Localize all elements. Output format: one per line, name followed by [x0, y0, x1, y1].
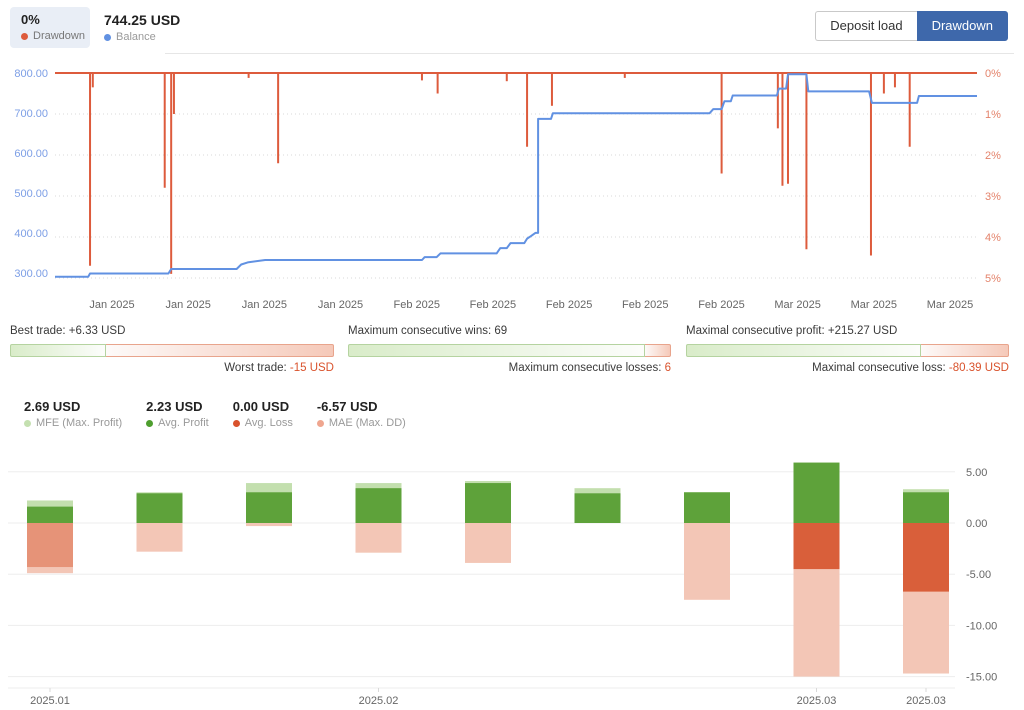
balance-legend[interactable]: 744.25 USD Balance: [104, 13, 180, 43]
right-axis-label: 5%: [985, 273, 1001, 285]
bar-avg-profit: [793, 462, 840, 523]
drawdown-dot-icon: [21, 32, 28, 40]
stat-bottom-value: 6: [664, 362, 671, 374]
bar-avg-profit: [246, 492, 292, 523]
stat-progress-bar: [686, 344, 1009, 357]
right-axis-label: 4%: [985, 232, 1001, 244]
stat-top-label: Maximal consecutive profit: +215.27 USD: [686, 325, 898, 337]
stat-consecutive-profit-loss: Maximal consecutive profit: +215.27 USD …: [686, 325, 1009, 374]
x-axis-label: Mar 2025: [774, 299, 820, 311]
bar-avg-loss: [793, 523, 840, 570]
mfe-mae-bar-chart[interactable]: 5.00 0.00 -5.00 -10.00 -15.00 2025.01 2025.02 2…: [0, 438, 1024, 710]
x-axis-label: Feb 2025: [546, 299, 592, 311]
bar-mae: [246, 523, 292, 527]
right-axis-label: -5.00: [966, 569, 991, 581]
bar-avg-profit: [27, 506, 73, 523]
legend-item-avg-profit[interactable]: 2.23 USD Avg. Profit: [146, 399, 209, 429]
left-axis-label: 500.00: [14, 188, 48, 200]
stat-progress-bar: [10, 344, 334, 357]
bar-avg-profit: [465, 483, 511, 523]
header-divider: [165, 53, 1014, 54]
right-axis-label: -15.00: [966, 672, 997, 684]
x-axis-label: Jan 2025: [89, 299, 134, 311]
stat-bottom-value: -15 USD: [289, 362, 334, 374]
drawdown-button[interactable]: Drawdown: [916, 11, 1008, 41]
legend-item-avg-loss[interactable]: 0.00 USD Avg. Loss: [232, 399, 293, 429]
bar-mae: [136, 523, 183, 552]
stat-consecutive-wins-losses: Maximum consecutive wins: 69 Maximum con…: [348, 325, 671, 374]
stat-bottom-label: Maximum consecutive losses: 6: [508, 362, 671, 374]
x-axis-label: 2025.03: [797, 695, 837, 707]
bar-avg-profit: [684, 492, 730, 523]
x-axis-label: Feb 2025: [470, 299, 516, 311]
x-axis-label: Feb 2025: [622, 299, 668, 311]
chart-mode-toggle: Deposit load Drawdown: [815, 11, 1008, 41]
stat-red-segment: [645, 344, 671, 357]
stat-top-label: Maximum consecutive wins: 69: [348, 325, 508, 337]
bar-avg-profit: [903, 492, 949, 523]
stat-top-label: Best trade: +6.33 USD: [10, 325, 126, 337]
bar-avg-profit: [574, 493, 621, 523]
drawdown-value: 0%: [21, 12, 40, 27]
bar-mae: [465, 523, 511, 563]
bar-avg-profit: [136, 493, 183, 523]
right-axis-label: 3%: [985, 191, 1001, 203]
right-axis-label: 5.00: [966, 467, 987, 479]
left-axis-label: 400.00: [14, 228, 48, 240]
mfe-dot-icon: [24, 419, 31, 427]
stat-best-worst-trade: Best trade: +6.33 USD Worst trade: -15 U…: [10, 325, 334, 374]
avg-profit-dot-icon: [146, 419, 154, 427]
stat-green-segment: [10, 344, 107, 357]
x-axis-label: 2025.01: [30, 695, 70, 707]
legend-item-mfe[interactable]: 2.69 USD MFE (Max. Profit): [24, 399, 123, 429]
left-axis-label: 300.00: [14, 268, 48, 280]
stat-bottom-label: Worst trade: -15 USD: [224, 362, 334, 374]
bar-mae: [355, 523, 402, 553]
drawdown-label: Drawdown: [33, 30, 85, 42]
balance-label: Balance: [116, 31, 156, 43]
bar-avg-loss: [903, 523, 949, 592]
right-axis-label: -10.00: [966, 620, 997, 632]
x-axis-label: Jan 2025: [318, 299, 363, 311]
x-axis-label: 2025.03: [906, 695, 946, 707]
x-axis-label: Feb 2025: [698, 299, 744, 311]
x-axis-label: Jan 2025: [166, 299, 211, 311]
x-axis-label: 2025.02: [359, 695, 399, 707]
avg-loss-dot-icon: [232, 419, 240, 427]
stat-progress-bar: [348, 344, 671, 357]
left-axis-label: 600.00: [14, 148, 48, 160]
right-axis-label: 0.00: [966, 518, 987, 530]
stat-bottom-value: -80.39 USD: [948, 362, 1009, 374]
x-axis-label: Jan 2025: [242, 299, 287, 311]
right-axis-label: 1%: [985, 109, 1001, 121]
left-axis-label: 800.00: [14, 68, 48, 80]
left-axis-label: 700.00: [14, 108, 48, 120]
stat-green-segment: [348, 344, 646, 357]
stat-green-segment: [686, 344, 922, 357]
right-axis-label: 2%: [985, 150, 1001, 162]
legend-item-mae[interactable]: -6.57 USD MAE (Max. DD): [316, 399, 406, 429]
balance-dot-icon: [104, 33, 111, 41]
mae-dot-icon: [316, 419, 324, 427]
x-axis-label: Mar 2025: [851, 299, 897, 311]
mfe-mae-legend: 2.69 USD MFE (Max. Profit) 2.23 USD Avg.…: [24, 400, 406, 429]
stat-red-segment: [106, 344, 334, 357]
balance-line: [55, 73, 977, 278]
bar-avg-profit: [355, 488, 402, 523]
bar-avg-loss: [27, 523, 73, 568]
balance-drawdown-chart[interactable]: 800.00 700.00 600.00 500.00 400.00 300.00 0% 1%…: [0, 60, 1024, 312]
x-axis-label: Feb 2025: [393, 299, 439, 311]
balance-value: 744.25 USD: [104, 12, 181, 28]
deposit-load-button[interactable]: Deposit load: [815, 11, 917, 41]
stat-bottom-label: Maximal consecutive loss: -80.39 USD: [812, 362, 1009, 374]
bar-mae: [684, 523, 730, 600]
drawdown-legend-badge[interactable]: 0% Drawdown: [10, 7, 90, 48]
stat-red-segment: [921, 344, 1009, 357]
x-axis-label: Mar 2025: [927, 299, 973, 311]
right-axis-label: 0%: [985, 68, 1001, 80]
